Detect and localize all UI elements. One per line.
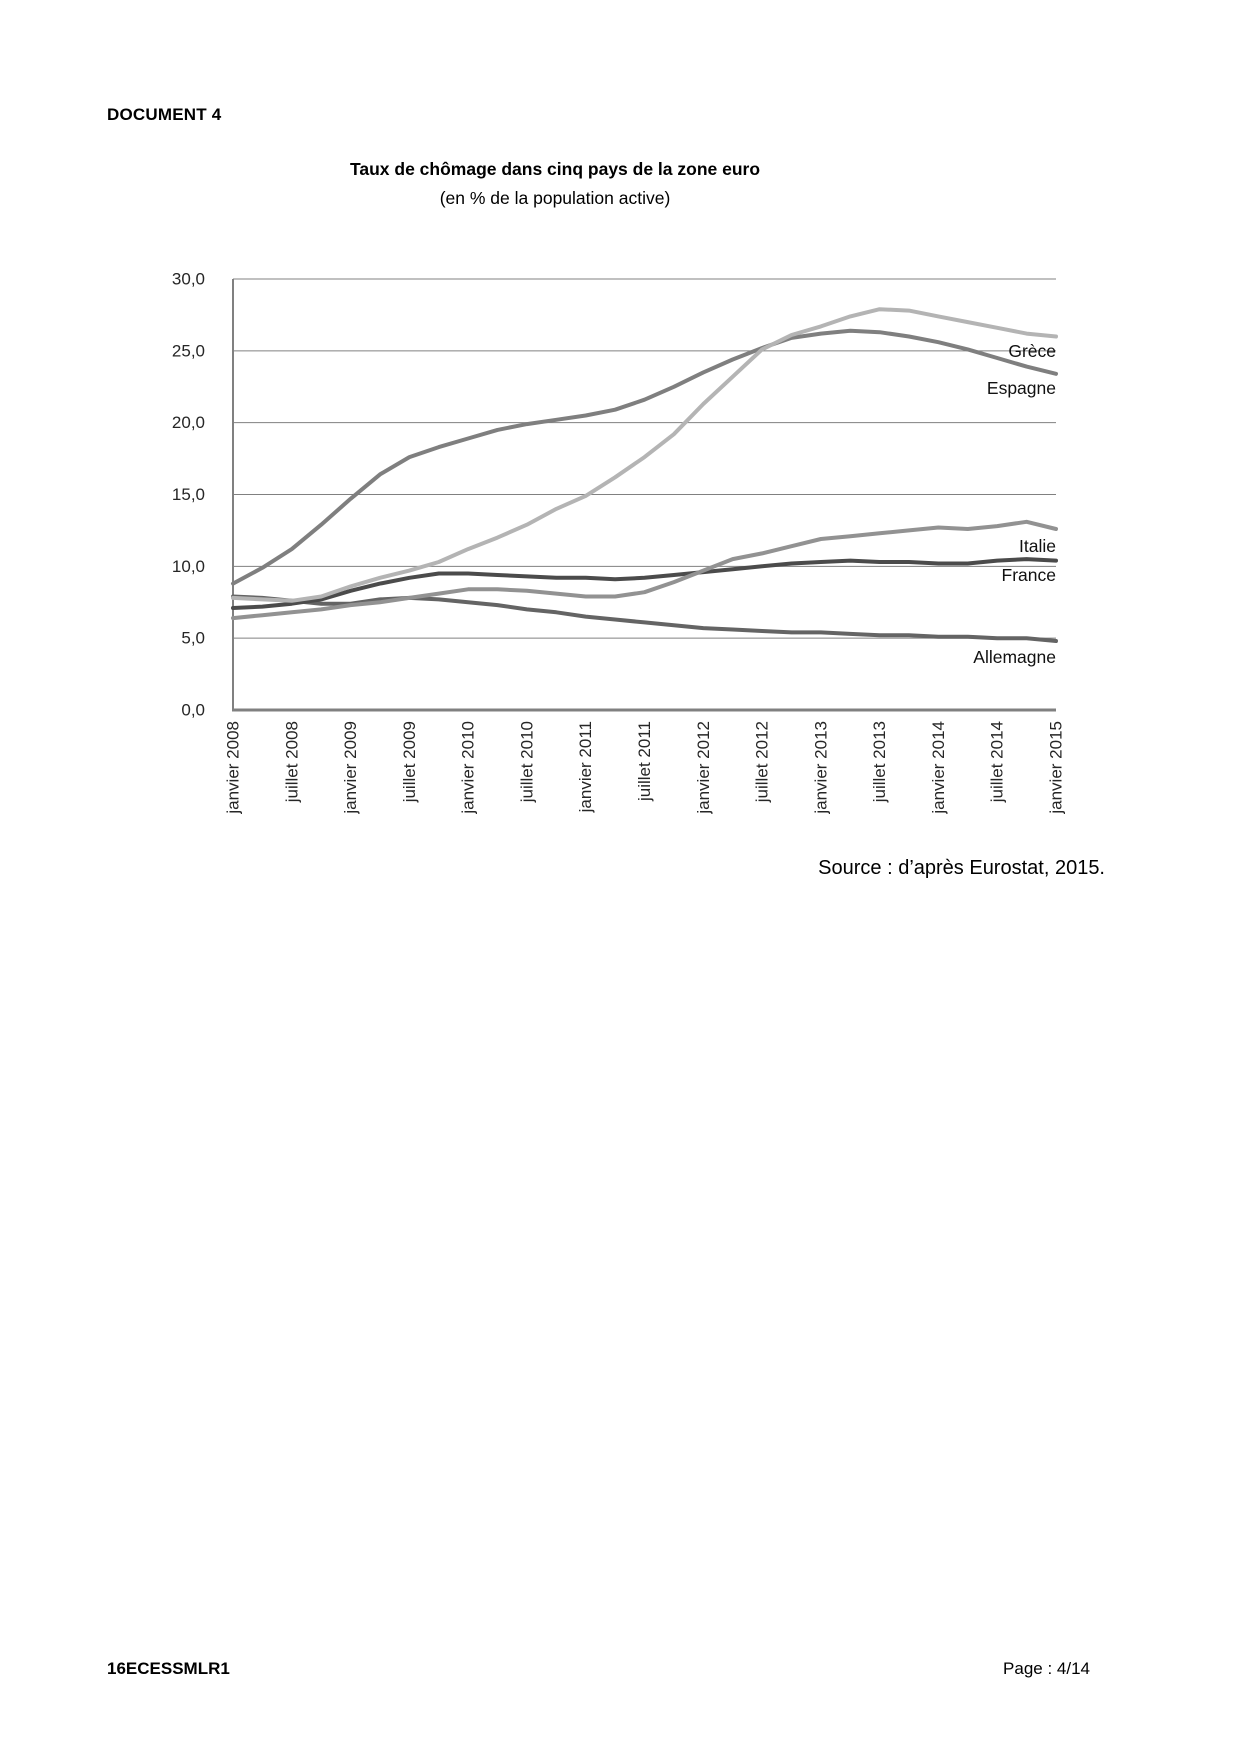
document-label: DOCUMENT 4 bbox=[107, 105, 222, 124]
x-tick-label: juillet 2014 bbox=[988, 721, 1007, 803]
y-tick-label: 0,0 bbox=[181, 701, 205, 720]
series-label-grece: Grèce bbox=[1008, 341, 1056, 361]
x-tick-label: janvier 2010 bbox=[459, 721, 478, 815]
y-tick-label: 25,0 bbox=[172, 341, 205, 360]
series-label-france: France bbox=[1002, 565, 1056, 585]
series-label-allemagne: Allemagne bbox=[973, 647, 1056, 667]
y-tick-label: 20,0 bbox=[172, 413, 205, 432]
x-tick-label: juillet 2009 bbox=[400, 721, 419, 803]
chart-subtitle: (en % de la population active) bbox=[439, 188, 671, 208]
series-label-italie: Italie bbox=[1019, 536, 1056, 556]
x-tick-label: juillet 2013 bbox=[870, 721, 889, 803]
x-tick-label: juillet 2008 bbox=[282, 721, 301, 803]
x-tick-label: juillet 2010 bbox=[517, 721, 536, 803]
footer-page-number: Page : 4/14 bbox=[1003, 1659, 1090, 1678]
footer-document-code: 16ECESSMLR1 bbox=[107, 1659, 230, 1678]
x-tick-label: janvier 2014 bbox=[929, 721, 948, 815]
series-line-espagne bbox=[231, 328, 1058, 586]
x-tick-label: janvier 2008 bbox=[224, 721, 243, 815]
series-label-espagne: Espagne bbox=[987, 378, 1056, 398]
chart-title: Taux de chômage dans cinq pays de la zon… bbox=[349, 159, 761, 179]
source-note: Source : d’après Eurostat, 2015. bbox=[818, 857, 1105, 879]
series-line-italie bbox=[231, 519, 1058, 621]
x-tick-label: janvier 2012 bbox=[694, 721, 713, 815]
x-tick-label: janvier 2009 bbox=[341, 721, 360, 815]
y-tick-label: 30,0 bbox=[172, 270, 205, 289]
x-tick-label: janvier 2015 bbox=[1047, 721, 1066, 815]
x-tick-label: juillet 2012 bbox=[753, 721, 772, 803]
y-tick-label: 10,0 bbox=[172, 557, 205, 576]
series-line-grece bbox=[231, 307, 1058, 603]
x-tick-label: janvier 2013 bbox=[811, 721, 830, 815]
y-tick-label: 5,0 bbox=[181, 629, 205, 648]
y-tick-label: 15,0 bbox=[172, 485, 205, 504]
x-tick-label: juillet 2011 bbox=[635, 721, 654, 802]
unemployment-line-chart: 0,0 5,0 10,0 15,0 20,0 25,0 30,0 janvier 2008 ju… bbox=[172, 270, 1066, 815]
series-line-france bbox=[231, 557, 1058, 610]
x-tick-label: janvier 2011 bbox=[576, 721, 595, 813]
series-line-allemagne bbox=[231, 594, 1058, 643]
